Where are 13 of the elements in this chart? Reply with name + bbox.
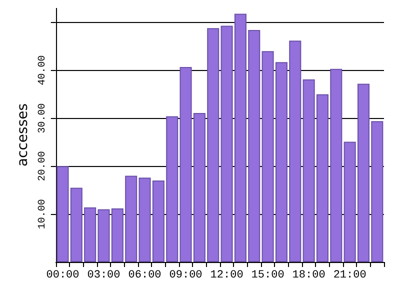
x-tick-label: 00:00 [46,270,80,282]
x-tick-label: 12:00 [210,270,244,282]
y-tick-label: 30.00 [37,103,48,134]
x-tick-label: 03:00 [87,270,120,282]
x-tick-label: 21:00 [333,270,366,282]
x-tick-label: 06:00 [128,270,162,282]
x-tick-label: 15:00 [251,270,284,282]
y-tick-label: 40.00 [37,55,48,86]
x-tick-label: 09:00 [169,270,202,282]
x-tick-label: 18:00 [292,270,326,282]
y-tick-label: 20.00 [37,151,48,182]
y-axis-title: accesses [15,103,31,167]
y-tick-label: 10.00 [37,199,48,230]
